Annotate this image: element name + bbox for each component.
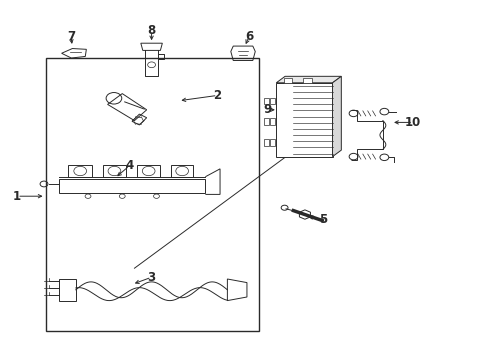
- Bar: [264, 118, 268, 125]
- Bar: [283, 78, 292, 83]
- Bar: [171, 165, 193, 177]
- Bar: [102, 165, 126, 177]
- Bar: [68, 165, 92, 177]
- Text: 9: 9: [264, 103, 271, 116]
- Bar: [276, 83, 332, 157]
- Bar: [269, 139, 274, 145]
- Bar: [46, 58, 259, 331]
- Text: 1: 1: [13, 190, 21, 203]
- Text: 7: 7: [67, 30, 75, 42]
- Text: 6: 6: [245, 30, 253, 42]
- Text: 10: 10: [404, 116, 421, 129]
- Text: 5: 5: [318, 213, 326, 226]
- Polygon shape: [276, 76, 341, 83]
- Bar: [269, 118, 274, 125]
- Text: 8: 8: [147, 24, 155, 37]
- Text: 2: 2: [213, 89, 221, 102]
- Bar: [303, 78, 311, 83]
- Polygon shape: [332, 76, 341, 157]
- Bar: [264, 98, 268, 104]
- Bar: [269, 98, 274, 104]
- Text: 3: 3: [147, 271, 155, 284]
- Bar: [59, 179, 205, 193]
- Text: 4: 4: [125, 159, 133, 172]
- Bar: [137, 165, 160, 177]
- Bar: [264, 139, 268, 145]
